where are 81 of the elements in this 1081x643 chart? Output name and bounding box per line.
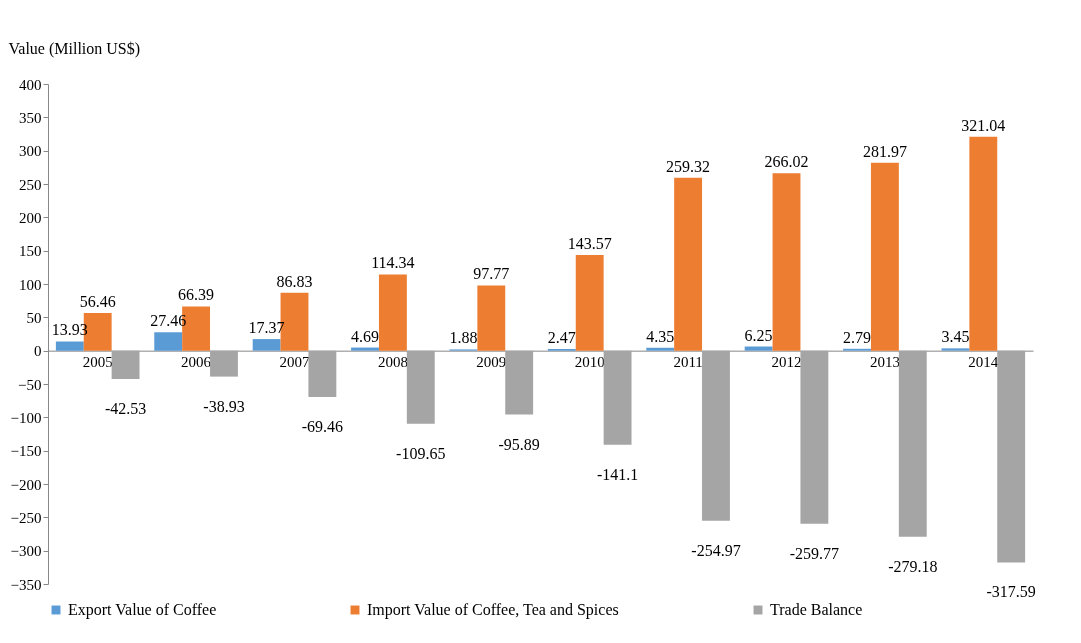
y-tick-label: −250	[10, 509, 42, 526]
data-label: 97.77	[473, 265, 510, 283]
y-tick-label: 350	[19, 109, 42, 126]
bar	[505, 350, 534, 415]
bar	[674, 177, 703, 351]
bar	[351, 347, 379, 351]
x-tick-label: 2011	[673, 354, 703, 371]
data-label: 4.69	[351, 327, 380, 345]
bar	[898, 350, 927, 537]
data-label: 143.57	[567, 234, 612, 252]
bar	[702, 350, 730, 521]
data-label: -254.97	[691, 541, 741, 559]
x-tick-label: 2014	[968, 354, 999, 371]
data-label: 56.46	[79, 293, 116, 311]
bar	[477, 285, 506, 351]
y-tick-label: 200	[19, 209, 42, 226]
data-label: -141.1	[596, 465, 639, 483]
x-tick-label: 2012	[771, 354, 802, 371]
y-tick-label: 50	[26, 309, 42, 326]
data-label: 281.97	[862, 142, 907, 160]
data-label: 3.45	[941, 328, 970, 346]
bar	[378, 274, 407, 351]
y-tick-label: −150	[10, 443, 42, 460]
bar	[646, 347, 675, 351]
x-tick-label: 2009	[476, 354, 507, 371]
data-label: 2.79	[843, 328, 872, 346]
bar	[308, 350, 337, 397]
data-label: -259.77	[789, 544, 840, 562]
data-label: 1.88	[449, 329, 478, 347]
data-label: -69.46	[301, 417, 344, 435]
y-tick-label: 400	[19, 76, 42, 93]
legend-label: Trade Balance	[770, 601, 863, 618]
bar	[744, 346, 773, 351]
y-tick-label: −50	[18, 376, 42, 393]
y-tick-label: −100	[10, 409, 42, 426]
data-label: 4.35	[646, 327, 675, 345]
data-label: 259.32	[666, 157, 711, 175]
data-label: -109.65	[396, 444, 446, 462]
data-label: 2.47	[547, 329, 576, 347]
y-tick-label: −300	[10, 543, 42, 560]
bar	[772, 173, 801, 351]
bar	[154, 332, 183, 351]
bar	[210, 350, 238, 377]
y-tick-label: 150	[19, 243, 42, 260]
bar	[603, 350, 632, 445]
y-tick-label: 300	[19, 143, 42, 160]
data-label: 86.83	[276, 272, 313, 290]
data-label: 321.04	[961, 116, 1006, 134]
y-tick-label: 0	[34, 343, 42, 360]
x-tick-label: 2005	[82, 354, 113, 371]
y-axis-title: Value (Million US$)	[8, 39, 141, 58]
y-tick-label: −350	[10, 576, 42, 593]
data-label: -95.89	[498, 435, 540, 453]
bar	[252, 339, 281, 351]
data-label: 66.39	[178, 286, 215, 304]
bar	[800, 350, 829, 524]
x-tick-label: 2010	[574, 354, 605, 371]
bar	[870, 162, 899, 351]
bar	[997, 350, 1026, 563]
bar	[406, 350, 435, 424]
data-label: 6.25	[744, 326, 773, 344]
x-tick-label: 2013	[869, 354, 900, 371]
legend-label: Import Value of Coffee, Tea and Spices	[367, 601, 619, 619]
x-tick-label: 2008	[377, 354, 408, 371]
bar	[941, 348, 970, 351]
data-label: -38.93	[203, 397, 245, 415]
y-tick-label: 250	[19, 176, 42, 193]
bar	[575, 254, 604, 351]
data-label: 114.34	[371, 254, 415, 272]
data-label: -42.53	[104, 400, 147, 418]
y-tick-label: −200	[10, 476, 42, 493]
x-tick-label: 2007	[279, 354, 310, 371]
x-tick-label: 2006	[181, 354, 212, 371]
legend-label: Export Value of Coffee	[68, 601, 217, 619]
bar	[969, 136, 998, 351]
data-label: 266.02	[764, 153, 809, 171]
bar	[55, 341, 84, 351]
data-label: -279.18	[888, 557, 938, 575]
bar	[111, 350, 140, 380]
data-label: -317.59	[986, 583, 1036, 601]
y-tick-label: 100	[19, 276, 42, 293]
